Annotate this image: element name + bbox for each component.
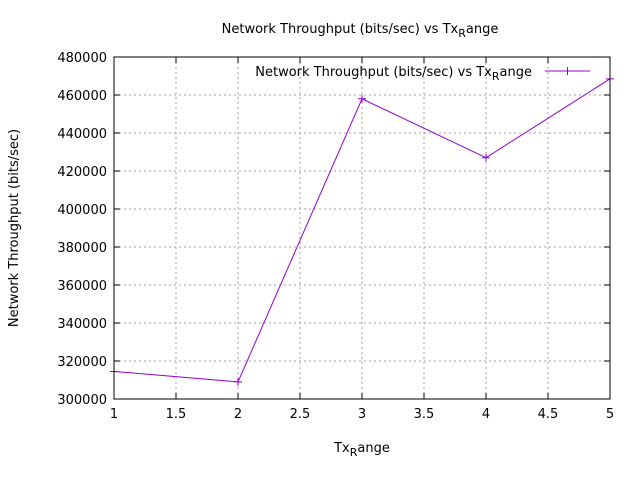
- x-tick-label: 4: [482, 407, 490, 422]
- y-tick-label: 320000: [57, 355, 107, 370]
- x-axis-label-tail: ange: [357, 441, 389, 456]
- chart-title: Network Throughput (bits/sec) vs TxRange: [222, 22, 499, 40]
- y-tick-label: 480000: [57, 51, 107, 66]
- chart-title-tail: ange: [466, 22, 498, 37]
- legend-label-subscript: R: [492, 70, 500, 83]
- grid-lines: [114, 57, 610, 399]
- legend-label: Network Throughput (bits/sec) vs TxRange: [255, 65, 532, 83]
- y-axis-ticks: 300000 320000 340000 360000 380000 400000 4200…: [57, 51, 610, 408]
- y-tick-label: 400000: [57, 203, 107, 218]
- y-tick-label: 440000: [57, 127, 107, 142]
- x-tick-label: 1: [110, 407, 118, 422]
- chart-title-subscript: R: [458, 27, 466, 40]
- x-tick-label: 2.5: [290, 407, 311, 422]
- legend-marker-sample: [563, 67, 572, 75]
- y-tick-label: 380000: [57, 241, 107, 256]
- legend-label-tail: ange: [500, 65, 532, 80]
- y-tick-label: 340000: [57, 317, 107, 332]
- x-tick-label: 2: [234, 407, 242, 422]
- x-axis-ticks: 1 1.5 2 2.5 3 3.5 4 4.5 5: [110, 57, 614, 422]
- y-tick-label: 420000: [57, 165, 107, 180]
- x-axis-label-main: Tx: [333, 441, 350, 456]
- y-tick-label: 360000: [57, 279, 107, 294]
- legend-label-main: Network Throughput (bits/sec) vs Tx: [255, 65, 492, 80]
- chart-title-main: Network Throughput (bits/sec) vs Tx: [222, 22, 459, 37]
- x-tick-label: 4.5: [538, 407, 559, 422]
- data-point-marker: [234, 377, 242, 386]
- x-tick-label: 5: [606, 407, 614, 422]
- y-axis-label: Network Throughput (bits/sec): [7, 129, 22, 327]
- x-tick-label: 1.5: [166, 407, 187, 422]
- plot-frame: [113, 56, 611, 400]
- x-axis-label-subscript: R: [350, 446, 358, 459]
- y-tick-label: 300000: [57, 393, 107, 408]
- series-group: [110, 74, 614, 386]
- legend: Network Throughput (bits/sec) vs TxRange: [255, 65, 590, 83]
- x-axis-label: TxRange: [333, 441, 390, 459]
- data-point-marker: [482, 153, 490, 162]
- series-line: [113, 78, 611, 383]
- x-tick-label: 3.5: [414, 407, 435, 422]
- x-tick-label: 3: [358, 407, 366, 422]
- data-point-marker: [358, 94, 366, 103]
- y-tick-label: 460000: [57, 89, 107, 104]
